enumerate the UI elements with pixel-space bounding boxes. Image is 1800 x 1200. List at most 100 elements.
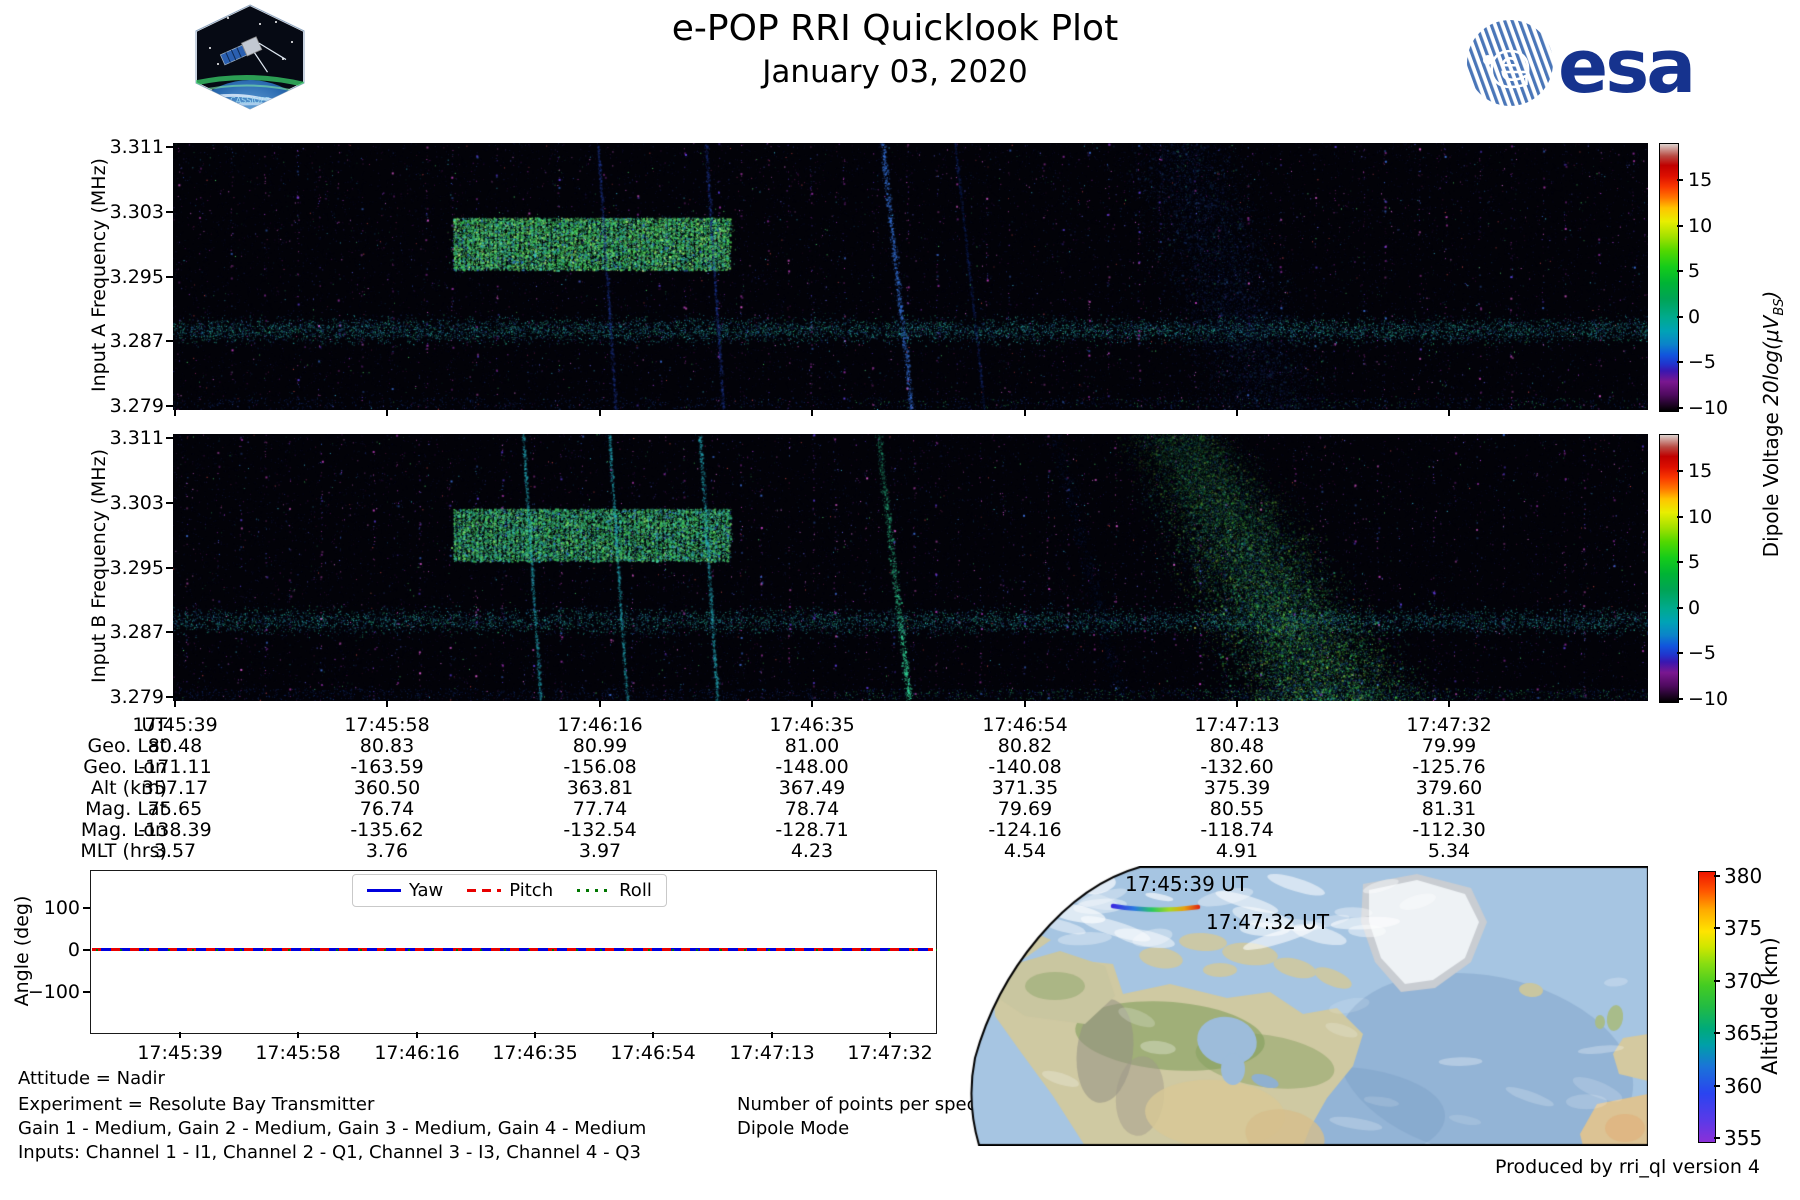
alt-tick-label: 375: [1724, 916, 1763, 941]
freq-tick-label: 3.287: [109, 330, 164, 353]
ephemeris-value: -132.54: [563, 819, 637, 841]
freq-tick-label: 3.311: [109, 136, 164, 158]
angle-xtick-label: 17:47:32: [847, 1042, 933, 1064]
colorbar-input-a: [1659, 143, 1679, 412]
colorbar-tick-mark: [1677, 515, 1683, 518]
angle-xtick-mark: [179, 1032, 181, 1038]
roll-line-swatch: [577, 889, 612, 892]
freq-tick-label: 3.311: [109, 427, 164, 449]
angle-xtick-label: 17:46:54: [610, 1042, 696, 1064]
angle-xtick-label: 17:46:16: [374, 1042, 460, 1064]
ephemeris-value: 3.57: [153, 840, 197, 862]
angle-zero-line: [92, 948, 937, 951]
ephemeris-row-label: MLT (hrs): [80, 840, 167, 862]
colorbar-label-sub: BS: [1772, 298, 1787, 316]
ephemeris-value: 17:45:58: [344, 714, 430, 736]
footer-inputs: Inputs: Channel 1 - I1, Channel 2 - Q1, …: [18, 1142, 641, 1163]
colorbar-tick-label: 10: [1688, 505, 1713, 528]
ephemeris-value: -135.62: [350, 819, 424, 841]
colorbar-tick-label: −5: [1688, 642, 1717, 665]
ephemeris-row-label: Geo. Lat: [87, 735, 167, 757]
ephemeris-value: 17:46:16: [557, 714, 643, 736]
freq-tick-label: 3.279: [109, 394, 164, 417]
footer-mode: Dipole Mode: [737, 1118, 850, 1139]
colorbar-label-math: 20log(μV: [1759, 315, 1783, 406]
colorbar-tick-label: 15: [1688, 169, 1713, 191]
page-date: January 03, 2020: [762, 54, 1028, 90]
freq-tick-mark: [166, 210, 173, 213]
angle-xtick-label: 17:45:58: [255, 1042, 341, 1064]
ephemeris-value: 3.97: [578, 840, 622, 862]
alt-tick-label: 370: [1724, 968, 1763, 993]
ephemeris-value: -125.76: [1412, 756, 1486, 778]
angle-ytick-label: 100: [43, 897, 80, 919]
ephemeris-value: 77.74: [572, 798, 628, 820]
colorbar-label-close: ): [1759, 290, 1783, 299]
legend-label: Yaw: [409, 880, 444, 901]
produced-by: Produced by rri_ql version 4: [1495, 1156, 1760, 1178]
ephemeris-value: 371.35: [991, 777, 1059, 799]
ephemeris-value: 3.76: [365, 840, 409, 862]
colorbar-tick-label: 15: [1688, 460, 1713, 482]
colorbar-tick-mark: [1677, 407, 1683, 409]
ephemeris-row-label: UT: [141, 714, 167, 736]
freq-tick-label: 3.287: [109, 621, 164, 644]
ephemeris-value: 80.99: [572, 735, 628, 757]
ephemeris-value: -171.11: [138, 756, 212, 778]
ephemeris-value: 4.91: [1215, 840, 1259, 862]
freq-tick-mark: [166, 437, 173, 439]
freq-tick-mark: [166, 566, 173, 569]
yaw-line-swatch: [367, 889, 401, 892]
angle-ytick-label: −100: [27, 981, 80, 1003]
time-tick-mark: [599, 701, 601, 707]
legend-item-pitch: Pitch: [467, 880, 553, 901]
freq-tick-mark: [166, 275, 173, 278]
time-tick-mark: [1448, 701, 1450, 707]
ephemeris-value: 76.74: [359, 798, 415, 820]
colorbar-label: Dipole Voltage 20log(μVBS): [1759, 214, 1787, 634]
ephemeris-value: -163.59: [350, 756, 424, 778]
colorbar-tick-label: 5: [1688, 260, 1701, 283]
track-start-label: 17:45:39 UT: [1125, 872, 1249, 896]
angle-legend: Yaw Pitch Roll: [352, 874, 667, 907]
alt-tick-mark: [1714, 927, 1720, 930]
alt-tick-mark: [1714, 1137, 1720, 1139]
colorbar-tick-mark: [1677, 361, 1683, 364]
colorbar-tick-label: −10: [1688, 397, 1729, 419]
freq-tick-label: 3.295: [109, 556, 164, 579]
angle-ytick-mark: [83, 907, 90, 909]
legend-item-roll: Roll: [577, 880, 652, 901]
time-tick-mark: [1236, 701, 1238, 707]
colorbar-tick-mark: [1677, 698, 1683, 700]
ephemeris-value: -128.71: [775, 819, 849, 841]
altitude-colorbar: [1698, 871, 1716, 1143]
spectrogram-input-b: [173, 434, 1648, 701]
ephemeris-value: -148.00: [775, 756, 849, 778]
colorbar-tick-mark: [1677, 315, 1683, 318]
colorbar-label-prefix: Dipole Voltage: [1759, 405, 1783, 558]
ephemeris-value: -138.39: [138, 819, 212, 841]
time-tick-mark: [386, 701, 388, 707]
ephemeris-value: 79.99: [1421, 735, 1477, 757]
freq-tick-label: 3.295: [109, 265, 164, 288]
time-tick-mark: [1024, 701, 1026, 707]
time-tick-mark: [599, 410, 601, 416]
alt-tick-mark: [1714, 875, 1720, 877]
ephemeris-row-label: Mag. Lon: [80, 819, 167, 841]
alt-tick-label: 380: [1724, 864, 1763, 888]
freq-tick-mark: [166, 340, 173, 343]
ephemeris-value: 79.69: [997, 798, 1053, 820]
ephemeris-value: -124.16: [988, 819, 1062, 841]
alt-tick-mark: [1714, 979, 1720, 982]
footer-attitude: Attitude = Nadir: [18, 1068, 165, 1089]
colorbar-tick-mark: [1677, 179, 1683, 181]
alt-tick-label: 355: [1724, 1126, 1763, 1150]
ephemeris-value: 357.17: [141, 777, 209, 799]
ephemeris-value: 17:47:32: [1406, 714, 1492, 736]
ephemeris-value: -156.08: [563, 756, 637, 778]
ground-track-map: [965, 866, 1648, 1146]
track-end-label: 17:47:32 UT: [1206, 910, 1330, 934]
ephemeris-value: 80.83: [359, 735, 415, 757]
angle-xtick-mark: [771, 1032, 773, 1038]
freq-tick-label: 3.303: [109, 491, 164, 514]
